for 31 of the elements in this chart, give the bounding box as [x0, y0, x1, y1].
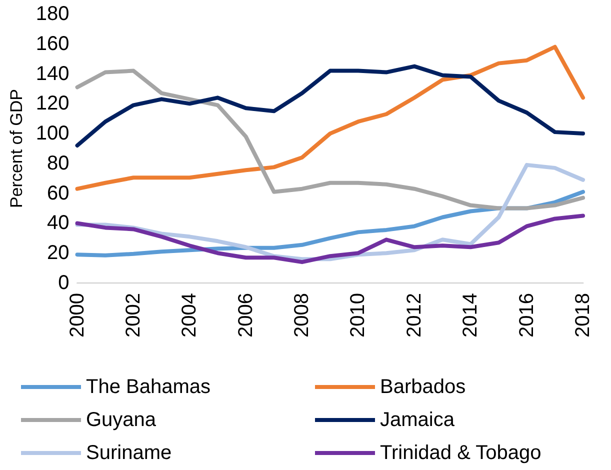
- x-tick-label: 2010: [347, 293, 370, 338]
- y-tick-label: 60: [47, 182, 70, 204]
- legend-label: The Bahamas: [86, 376, 211, 398]
- y-tick-label: 180: [36, 3, 70, 25]
- x-tick-label: 2018: [572, 293, 594, 338]
- line-series: [75, 68, 585, 210]
- legend-label: Guyana: [86, 409, 157, 431]
- x-tick-label: 2008: [291, 293, 314, 338]
- y-tick-label: 140: [36, 62, 70, 85]
- x-tick-label: 2004: [178, 293, 201, 338]
- x-tick-label: 2016: [516, 293, 538, 338]
- y-tick-label: 0: [58, 272, 70, 294]
- y-tick-label: 40: [47, 212, 70, 234]
- x-tick-label: 2014: [460, 293, 482, 338]
- y-tick-label: 20: [47, 242, 70, 264]
- y-tick-label: 80: [47, 152, 70, 174]
- legend-label: Barbados: [380, 376, 466, 398]
- x-tick-label: 2012: [403, 293, 426, 338]
- legend-label: Jamaica: [380, 409, 456, 431]
- y-tick-label: 120: [36, 92, 70, 115]
- legend-label: Trinidad & Tobago: [380, 442, 542, 464]
- x-tick-label: 2000: [66, 293, 88, 338]
- line-series: [75, 64, 585, 148]
- line-series: [75, 44, 585, 191]
- y-axis-title: Percent of GDP: [7, 88, 26, 208]
- y-tick-label: 160: [36, 32, 70, 55]
- legend-label: Suriname: [86, 442, 172, 464]
- x-tick-label: 2002: [122, 293, 144, 338]
- line-series: [75, 214, 585, 264]
- x-tick-label: 2006: [234, 293, 257, 338]
- y-tick-label: 100: [36, 122, 70, 145]
